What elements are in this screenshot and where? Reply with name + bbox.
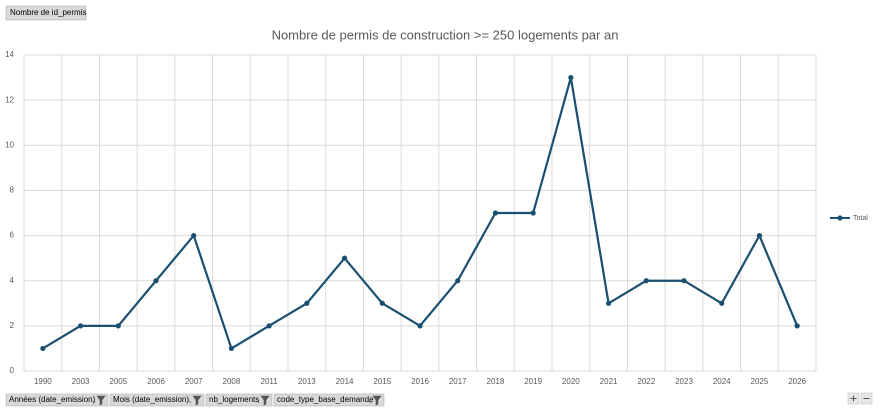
axis-field-label: code_type_base_demande	[277, 395, 374, 404]
x-tick-label: 2007	[185, 377, 203, 386]
axis-field-label: Années (date_emission)	[9, 395, 96, 404]
x-tick-label: 2018	[487, 377, 505, 386]
y-tick-label: 6	[10, 231, 15, 240]
x-tick-label: 2023	[675, 377, 693, 386]
x-tick-label: 2013	[298, 377, 316, 386]
x-tick-label: 2008	[223, 377, 241, 386]
data-point	[266, 323, 272, 329]
y-tick-label: 12	[5, 95, 14, 104]
zoom-controls	[847, 392, 873, 405]
y-tick-label: 0	[10, 366, 15, 375]
data-point	[77, 323, 84, 329]
x-tick-label: 2011	[261, 377, 279, 386]
data-point	[756, 232, 763, 239]
filter-icon	[92, 395, 106, 406]
x-tick-label: 2005	[109, 377, 127, 386]
data-point	[681, 278, 687, 284]
axis-field-label: Mois (date_emission)	[113, 395, 189, 404]
y-tick-label: 4	[10, 276, 15, 285]
y-tick-label: 2	[10, 321, 15, 330]
data-point	[304, 300, 310, 306]
y-tick-label: 10	[5, 140, 14, 149]
x-tick-label: 1990	[34, 377, 52, 386]
value-field-label: Nombre de id_permis	[10, 8, 86, 17]
plus-icon	[850, 395, 857, 402]
axis-field-button[interactable]	[109, 393, 205, 407]
x-tick-label: 2020	[562, 377, 580, 386]
axis-field-label: nb_logements	[209, 395, 259, 404]
value-field-button[interactable]	[5, 5, 87, 21]
x-tick-label: 2022	[637, 377, 655, 386]
axis-field-button[interactable]	[205, 393, 273, 407]
data-point	[719, 300, 725, 306]
data-point	[40, 345, 46, 352]
x-tick-label: 2003	[72, 377, 90, 386]
filter-icon	[256, 395, 270, 406]
axis-field-button[interactable]	[5, 393, 109, 407]
x-tick-label: 2016	[411, 377, 429, 386]
data-point	[794, 323, 800, 329]
y-tick-label: 14	[5, 50, 14, 59]
data-point	[568, 74, 574, 81]
x-tick-label: 2006	[147, 377, 165, 386]
chart-title: Nombre de permis de construction >= 250 …	[272, 27, 619, 42]
data-point	[115, 323, 121, 329]
x-tick-label: 2019	[524, 377, 542, 386]
x-tick-label: 2026	[788, 377, 806, 386]
x-tick-label: 2017	[449, 377, 467, 386]
x-tick-label: 2021	[600, 377, 618, 386]
data-point	[379, 300, 385, 306]
data-point	[228, 345, 235, 352]
x-tick-label: 2025	[751, 377, 769, 386]
legend-label: Total	[853, 215, 868, 222]
x-tick-label: 2024	[713, 377, 731, 386]
axis-field-button[interactable]	[273, 393, 385, 407]
data-point	[605, 300, 612, 306]
data-point	[643, 278, 649, 284]
legend-marker	[837, 215, 843, 221]
filter-icon	[368, 395, 382, 406]
data-point	[341, 255, 348, 261]
y-tick-label: 8	[10, 186, 15, 195]
data-point	[191, 232, 197, 239]
data-point	[455, 278, 461, 284]
x-tick-label: 2014	[336, 377, 354, 386]
data-point	[530, 210, 536, 216]
filter-icon	[188, 395, 202, 406]
x-tick-label: 2015	[373, 377, 391, 386]
data-point	[417, 323, 423, 329]
data-point	[153, 278, 159, 284]
data-point	[492, 210, 499, 216]
